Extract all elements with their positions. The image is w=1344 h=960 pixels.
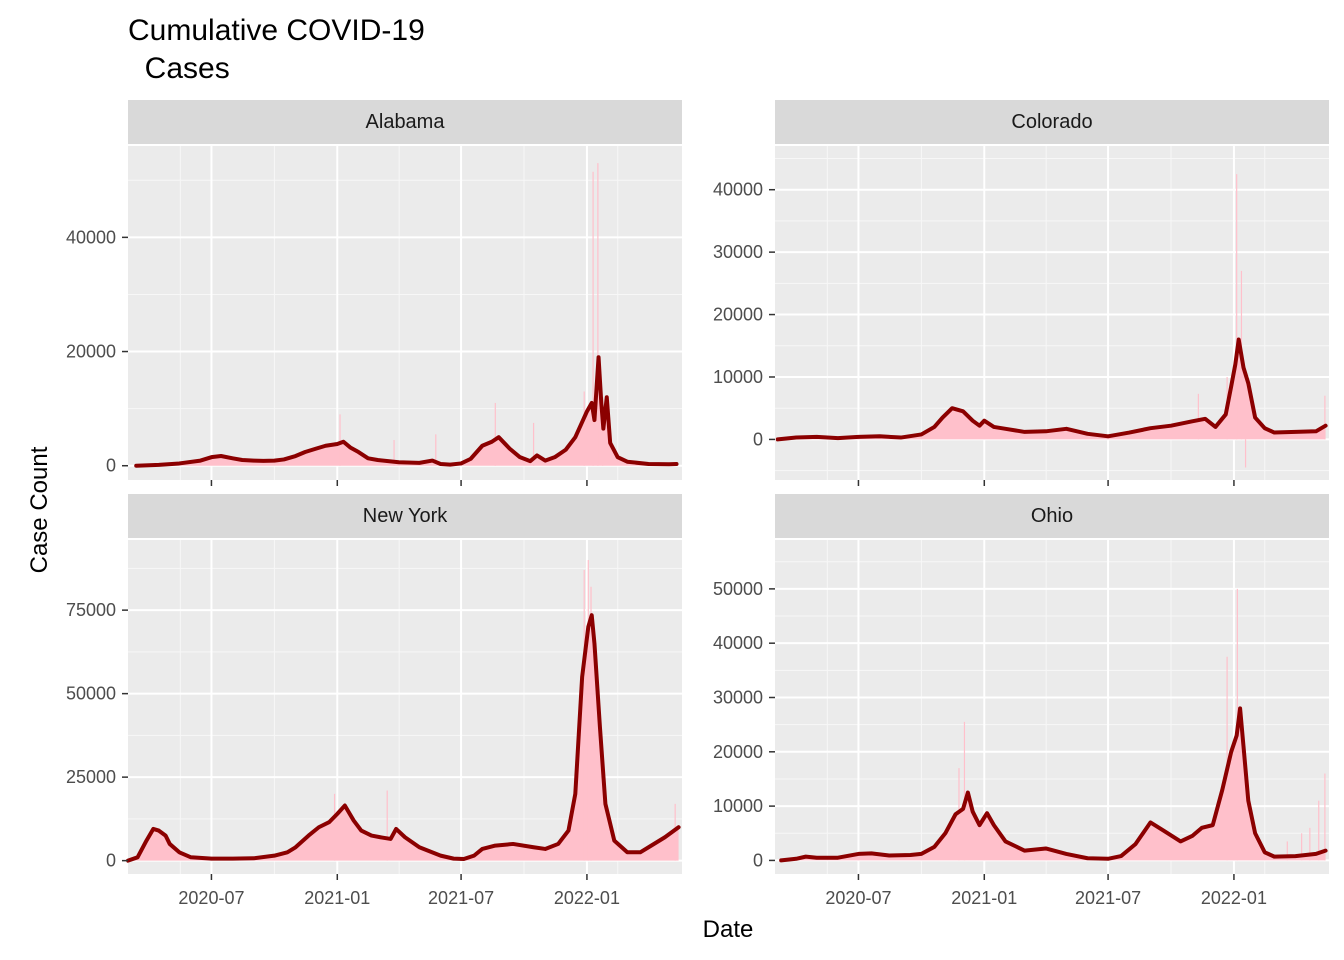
- facet-panel-ohio: Ohio 0 10000 20000 30000 40000 50000 2020-07 20…: [713, 494, 1329, 908]
- y-tick-label: 50000: [713, 579, 763, 599]
- x-tick-label: 2021-01: [951, 888, 1017, 908]
- x-tick-label: 2020-07: [178, 888, 244, 908]
- smoothed-cases-line: [779, 706, 1328, 863]
- y-tick-label: 10000: [713, 367, 763, 387]
- y-tick-label: 30000: [713, 687, 763, 707]
- facet-panel-new-york: New York 0 25000 50000 75000 2020-07 2021-01 2…: [66, 494, 682, 908]
- x-tick-label: 2021-07: [428, 888, 494, 908]
- x-tick-label: 2022-01: [1201, 888, 1267, 908]
- y-tick-label: 20000: [713, 305, 763, 325]
- facet-strip-alabama: Alabama: [128, 100, 682, 144]
- y-tick-label: 0: [106, 456, 116, 476]
- y-tick-label: 40000: [713, 633, 763, 653]
- x-tick-label: 2020-07: [825, 888, 891, 908]
- y-axis-label: Case Count: [26, 446, 53, 574]
- facet-strip-new-york: New York: [128, 494, 682, 538]
- y-tick-label: 40000: [66, 227, 116, 247]
- y-tick-label: 20000: [713, 742, 763, 762]
- y-tick-label: 0: [753, 850, 763, 870]
- y-tick-label: 0: [106, 851, 116, 871]
- y-tick-label: 50000: [66, 684, 116, 704]
- smoothed-cases-line: [134, 355, 679, 468]
- facet-strip-colorado: Colorado: [775, 100, 1329, 144]
- facet-plot: 0 10000 20000 30000 40000: [713, 146, 1329, 486]
- y-tick-label: 30000: [713, 242, 763, 262]
- y-tick-label: 25000: [66, 767, 116, 787]
- y-tick-label: 10000: [713, 796, 763, 816]
- facet-panel-colorado: Colorado 0 10000 20000 30000 40000: [713, 100, 1329, 486]
- y-tick-label: 40000: [713, 180, 763, 200]
- facet-plot: 0 10000 20000 30000 40000 50000 2020-07 2021-01…: [713, 540, 1329, 908]
- chart-title: Cumulative COVID-19 Cases: [128, 14, 425, 85]
- facet-strip-ohio: Ohio: [775, 494, 1329, 538]
- facet-plot: 0 25000 50000 75000 2020-07 2021-01 2021-07 202…: [66, 540, 682, 908]
- x-tick-label: 2022-01: [554, 888, 620, 908]
- x-tick-label: 2021-01: [304, 888, 370, 908]
- x-axis-label: Date: [702, 916, 754, 943]
- smoothed-cases-line: [126, 613, 681, 863]
- facet-plot: 0 20000 40000: [66, 146, 682, 486]
- facet-panel-alabama: Alabama 0 20000 40000: [66, 100, 682, 486]
- y-tick-label: 75000: [66, 600, 116, 620]
- smoothed-cases-line: [775, 337, 1328, 442]
- y-tick-label: 0: [753, 429, 763, 449]
- x-tick-label: 2021-07: [1075, 888, 1141, 908]
- y-tick-label: 20000: [66, 342, 116, 362]
